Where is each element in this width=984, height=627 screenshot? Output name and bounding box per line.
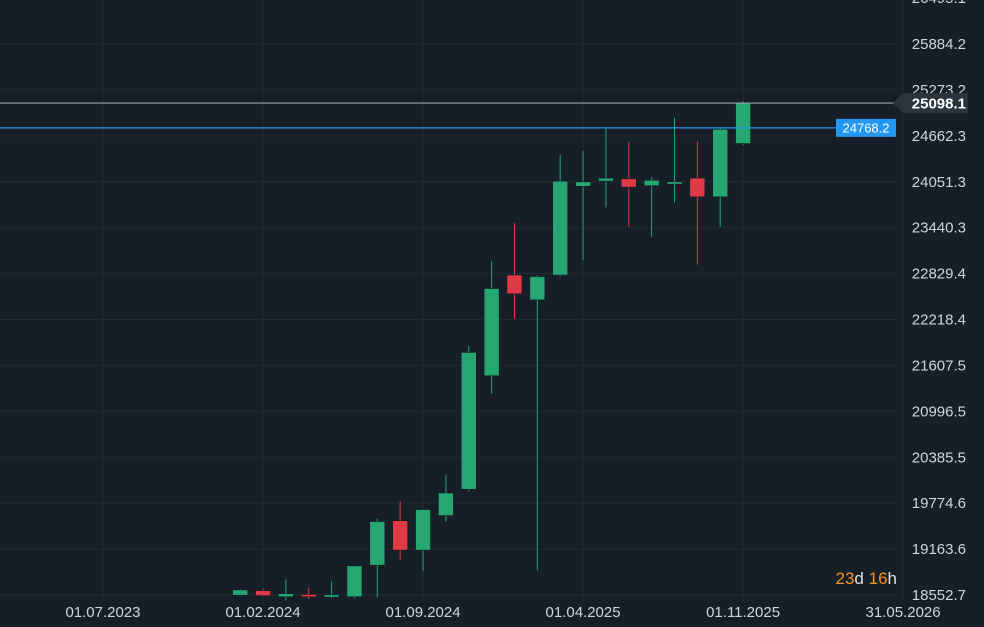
candle-body — [483, 288, 500, 376]
candle-body — [689, 177, 706, 198]
candle-body — [735, 102, 751, 144]
candle — [506, 223, 523, 319]
y-tick-label: 26495.1 — [912, 0, 966, 7]
candle-body — [278, 593, 294, 597]
y-tick-label: 19163.6 — [912, 541, 966, 558]
candle-body — [438, 492, 454, 516]
candle — [643, 177, 660, 237]
y-tick-label: 23440.3 — [912, 220, 966, 237]
candle — [621, 142, 637, 227]
x-tick-label: 31.05.2026 — [866, 604, 941, 621]
y-tick-label: 18552.7 — [912, 587, 966, 604]
x-tick-label: 01.07.2023 — [65, 604, 140, 621]
candle — [666, 117, 683, 203]
candle-body — [621, 178, 637, 188]
y-tick-label: 25884.2 — [912, 36, 966, 53]
countdown-hours-unit: h — [887, 569, 897, 588]
candle — [232, 589, 248, 596]
countdown-hours: 16 — [868, 569, 888, 588]
candle-countdown: 23d 16h — [835, 569, 897, 589]
candle-body — [461, 352, 477, 490]
candle — [575, 151, 591, 261]
y-tick-label: 22218.4 — [912, 312, 966, 329]
candle-body — [575, 181, 591, 187]
blue-line-tag: 24768.2 — [836, 118, 896, 137]
candle — [255, 588, 271, 597]
candle — [461, 345, 477, 492]
candle-body — [369, 521, 386, 566]
candle — [483, 261, 500, 394]
candle-body — [232, 589, 248, 596]
candle — [438, 474, 454, 522]
countdown-days-unit: d — [854, 569, 864, 588]
y-tick-label: 24051.3 — [912, 174, 966, 191]
candle-body — [392, 520, 408, 551]
countdown-days: 23 — [835, 569, 855, 588]
y-tick-label: 20996.5 — [912, 403, 966, 420]
current-price-tag-bg — [893, 93, 968, 114]
candle — [689, 141, 706, 265]
candle-body — [506, 274, 523, 295]
candle-body — [255, 590, 271, 596]
candlesticks — [0, 101, 984, 627]
y-tick-label: 21607.5 — [912, 357, 966, 374]
candle — [415, 509, 431, 572]
candle — [735, 101, 751, 146]
candle-body — [666, 181, 683, 185]
candle — [392, 501, 408, 560]
grid-lines — [0, 0, 904, 602]
current-price-tag: 25098.1 — [893, 93, 968, 114]
current-price-tag-label: 25098.1 — [912, 96, 966, 113]
price-axis[interactable]: 26495.125884.225273.224662.324051.323440… — [836, 0, 968, 604]
candle-body — [598, 177, 614, 182]
candle — [712, 126, 728, 227]
blue-line-tag-label: 24768.2 — [843, 120, 890, 135]
candle-body — [712, 128, 728, 198]
x-tick-label: 01.11.2025 — [706, 604, 780, 621]
x-tick-label: 01.09.2024 — [386, 604, 461, 621]
candle-body — [643, 180, 660, 186]
candle — [300, 587, 317, 599]
y-tick-label: 24662.3 — [912, 128, 966, 145]
time-axis[interactable]: 01.07.2023 01.02.2024 01.09.2024 01.04.2025… — [65, 604, 940, 621]
candle-body — [529, 276, 546, 301]
candle — [346, 565, 363, 599]
candle-body — [323, 594, 340, 598]
y-tick-label: 20385.5 — [912, 449, 966, 466]
price-lines — [0, 102, 896, 129]
x-tick-label: 01.04.2025 — [546, 604, 621, 621]
candle — [323, 581, 340, 599]
candle-body — [300, 594, 317, 597]
time-axis-bg — [0, 602, 984, 627]
candle-body — [552, 180, 568, 276]
candle-body — [415, 509, 431, 551]
candle — [598, 128, 614, 208]
candle-body — [346, 565, 363, 597]
candle — [552, 154, 568, 277]
candle — [369, 518, 386, 598]
blue-line-tag-bg — [836, 118, 896, 137]
y-tick-label: 22829.4 — [912, 266, 966, 283]
x-tick-label: 01.02.2024 — [225, 604, 300, 621]
candle — [278, 579, 294, 601]
y-tick-label: 19774.6 — [912, 495, 966, 512]
candle — [529, 275, 546, 571]
